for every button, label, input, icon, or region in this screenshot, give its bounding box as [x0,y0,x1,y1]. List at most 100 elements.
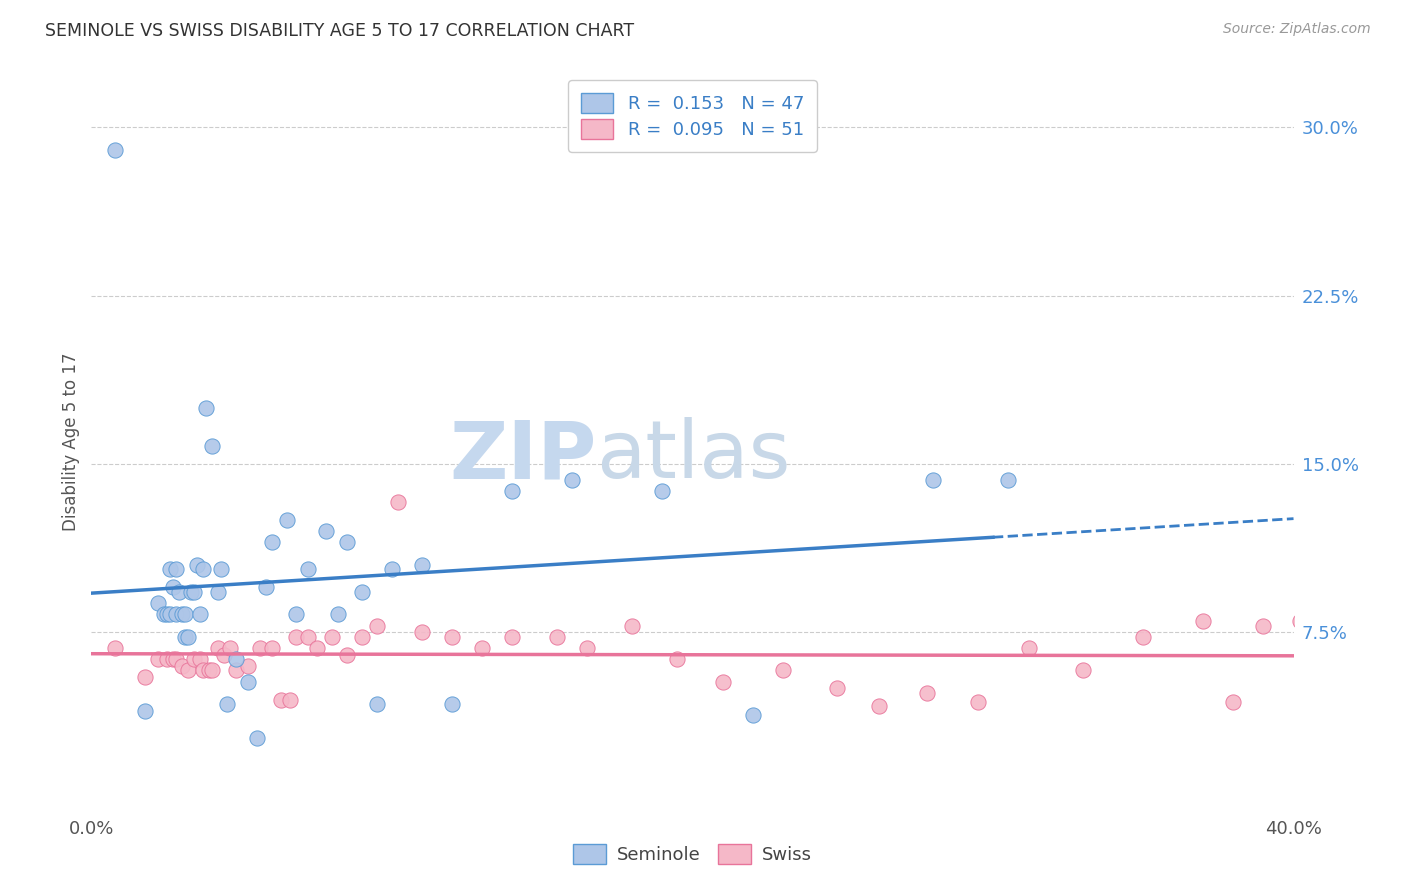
Point [997,473,1019,487]
Y-axis label: Disability Age 5 to 17: Disability Age 5 to 17 [62,352,80,531]
Point [188,607,211,622]
Point [180,585,202,599]
Point [159,562,181,576]
Point [1018,640,1040,655]
Point [207,585,229,599]
Point [366,618,388,632]
Point [621,618,644,632]
Point [387,495,409,509]
Point [201,664,224,678]
Point [246,731,269,745]
Point [167,585,190,599]
Point [336,535,359,549]
Point [1071,664,1094,678]
Point [186,558,208,572]
Point [152,607,174,622]
Point [1222,695,1244,709]
Point [440,697,463,711]
Point [336,648,359,662]
Point [183,585,205,599]
Point [249,640,271,655]
Point [561,473,583,487]
Point [188,652,211,666]
Point [165,652,187,666]
Point [772,664,794,678]
Point [207,640,229,655]
Point [297,630,319,644]
Point [350,585,373,599]
Point [546,630,568,644]
Point [1192,614,1215,628]
Point [165,562,187,576]
Point [173,630,195,644]
Point [651,483,673,498]
Text: ZIP: ZIP [449,417,596,495]
Point [501,630,523,644]
Point [278,692,301,706]
Point [576,640,599,655]
Text: Source: ZipAtlas.com: Source: ZipAtlas.com [1223,22,1371,37]
Point [146,596,169,610]
Text: SEMINOLE VS SWISS DISABILITY AGE 5 TO 17 CORRELATION CHART: SEMINOLE VS SWISS DISABILITY AGE 5 TO 17… [45,22,634,40]
Point [915,686,938,700]
Point [471,640,494,655]
Point [155,652,177,666]
Point [326,607,349,622]
Point [297,562,319,576]
Point [165,607,187,622]
Point [191,562,214,576]
Point [183,652,205,666]
Point [209,562,232,576]
Point [134,670,156,684]
Point [284,630,307,644]
Point [666,652,689,666]
Point [260,640,283,655]
Point [225,664,247,678]
Point [197,664,219,678]
Point [236,674,259,689]
Point [134,704,156,718]
Point [155,607,177,622]
Point [276,513,298,527]
Point [1288,614,1310,628]
Point [1132,630,1154,644]
Point [411,558,433,572]
Point [162,652,184,666]
Point [173,607,195,622]
Point [162,580,184,594]
Point [104,640,127,655]
Point [305,640,328,655]
Point [170,607,193,622]
Point [270,692,292,706]
Point [176,664,198,678]
Point [967,695,990,709]
Point [501,483,523,498]
Point [260,535,283,549]
Point [218,640,240,655]
Point [159,607,181,622]
Point [825,681,848,696]
Point [381,562,404,576]
Point [225,652,247,666]
Point [440,630,463,644]
Point [170,659,193,673]
Point [191,664,214,678]
Point [212,648,235,662]
Point [350,630,373,644]
Point [215,697,238,711]
Point [321,630,343,644]
Point [104,143,127,157]
Point [254,580,277,594]
Point [366,697,388,711]
Point [868,699,890,714]
Point [236,659,259,673]
Point [201,439,224,453]
Point [284,607,307,622]
Legend: Seminole, Swiss: Seminole, Swiss [564,835,821,873]
Point [176,630,198,644]
Point [922,473,945,487]
Point [711,674,734,689]
Point [1253,618,1275,632]
Point [411,625,433,640]
Point [146,652,169,666]
